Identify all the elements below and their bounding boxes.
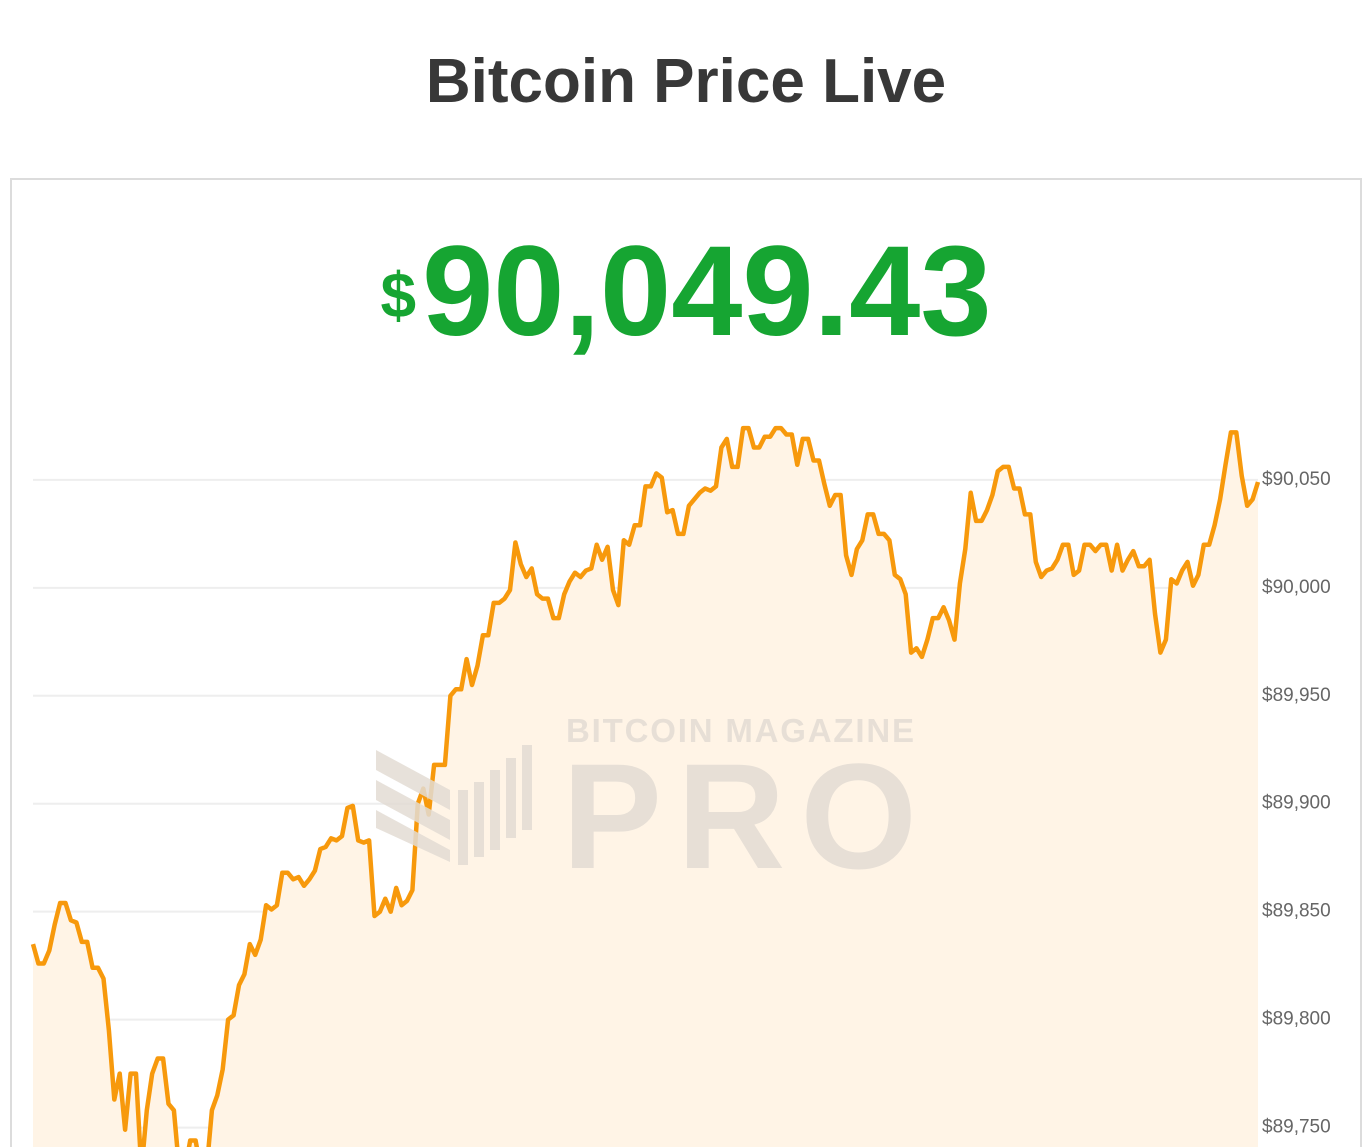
y-tick-label: $89,900	[1262, 793, 1331, 814]
area	[33, 428, 1258, 1147]
watermark: BITCOIN MAGAZINE PRO	[376, 712, 917, 900]
y-tick-label: $89,750	[1262, 1117, 1331, 1138]
price-line	[30, 425, 1261, 1147]
y-tick-label: $90,050	[1262, 469, 1331, 490]
plot: $89,750 $89,800 $89,850 $89,900 $89,950 $90,0…	[30, 425, 1331, 1147]
watermark-product: PRO	[562, 732, 917, 900]
page-title: Bitcoin Price Live	[426, 47, 946, 116]
watermark-logo	[376, 745, 532, 865]
price: $90,049.43	[380, 220, 991, 363]
y-tick-label: $89,950	[1262, 685, 1331, 706]
y-tick-label: $89,850	[1262, 901, 1331, 922]
y-tick-label: $89,800	[1262, 1009, 1331, 1030]
y-tick-label: $90,000	[1262, 577, 1331, 598]
price-currency: $	[380, 259, 416, 331]
watermark-brand: BITCOIN MAGAZINE	[566, 712, 914, 749]
price-amount: 90,049.43	[422, 220, 991, 363]
